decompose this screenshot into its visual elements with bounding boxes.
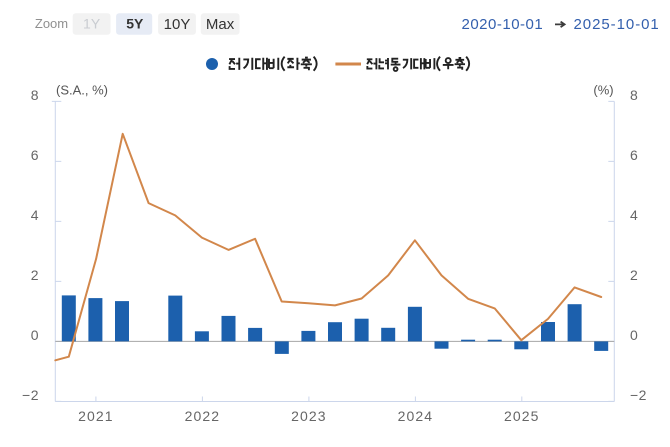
svg-text:2020-10-01: 2020-10-01 [462, 16, 544, 33]
svg-text:8: 8 [630, 87, 638, 103]
svg-text:8: 8 [31, 87, 39, 103]
svg-text:(%): (%) [593, 82, 613, 97]
svg-text:4: 4 [31, 207, 39, 223]
svg-text:Max: Max [206, 16, 235, 33]
svg-text:4: 4 [630, 207, 638, 223]
svg-text:Zoom: Zoom [35, 16, 68, 31]
svg-text:−2: −2 [630, 387, 647, 403]
svg-text:2: 2 [31, 267, 39, 283]
svg-text:2022: 2022 [185, 408, 221, 424]
svg-text:6: 6 [630, 147, 638, 163]
svg-text:0: 0 [630, 327, 638, 343]
svg-text:6: 6 [31, 147, 39, 163]
svg-text:2025-10-01: 2025-10-01 [574, 16, 660, 33]
svg-text:2025: 2025 [504, 408, 540, 424]
svg-text:0: 0 [31, 327, 39, 343]
svg-text:(S.A., %): (S.A., %) [56, 82, 108, 97]
svg-text:2: 2 [630, 267, 638, 283]
svg-text:2024: 2024 [398, 408, 434, 424]
svg-text:2023: 2023 [291, 408, 327, 424]
svg-text:−2: −2 [22, 387, 39, 403]
svg-text:1Y: 1Y [83, 16, 101, 32]
svg-text:2021: 2021 [78, 408, 114, 424]
svg-text:10Y: 10Y [164, 16, 191, 33]
svg-text:5Y: 5Y [126, 16, 144, 32]
